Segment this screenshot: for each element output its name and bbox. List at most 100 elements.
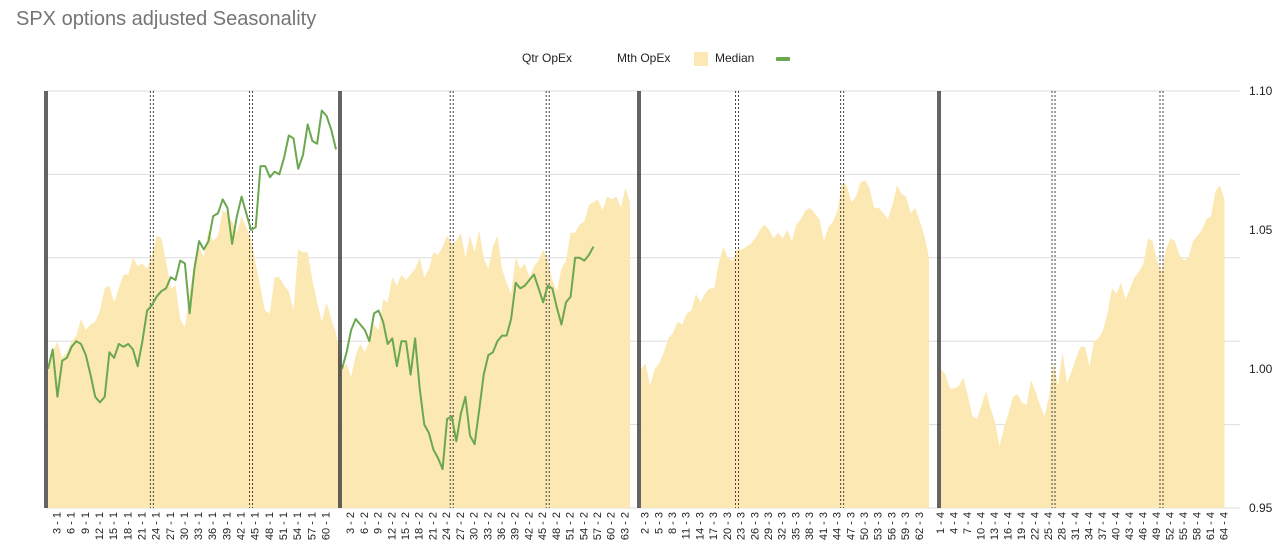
x-tick-label: 48 - 1 bbox=[264, 512, 276, 540]
x-tick-label: 39 - 2 bbox=[510, 512, 522, 540]
x-tick-label: 5 - 3 bbox=[653, 512, 665, 534]
x-tick-label: 58 - 4 bbox=[1192, 512, 1204, 540]
y-tick-label: 0.95 bbox=[1249, 501, 1273, 515]
x-tick-label: 51 - 2 bbox=[565, 512, 577, 540]
x-tick-label: 60 - 2 bbox=[606, 512, 618, 540]
x-tick-label: 32 - 3 bbox=[777, 512, 789, 540]
x-tick-label: 54 - 1 bbox=[292, 512, 304, 540]
x-tick-label: 45 - 2 bbox=[537, 512, 549, 540]
x-tick-label: 36 - 2 bbox=[496, 512, 508, 540]
x-tick-label: 29 - 3 bbox=[763, 512, 775, 540]
x-tick-label: 23 - 3 bbox=[736, 512, 748, 540]
x-tick-label: 21 - 2 bbox=[427, 512, 439, 540]
x-tick-label: 46 - 4 bbox=[1138, 512, 1150, 540]
x-tick-label: 1 - 4 bbox=[935, 512, 947, 534]
x-tick-label: 34 - 4 bbox=[1084, 512, 1096, 540]
x-tick-label: 37 - 4 bbox=[1097, 512, 1109, 540]
x-tick-label: 12 - 1 bbox=[94, 512, 106, 540]
current-line-q2 bbox=[341, 246, 595, 471]
x-tick-label: 57 - 2 bbox=[592, 512, 604, 540]
x-tick-label: 8 - 3 bbox=[667, 512, 679, 534]
x-tick-label: 63 - 2 bbox=[619, 512, 631, 540]
x-tick-label: 49 - 4 bbox=[1151, 512, 1163, 540]
x-tick-label: 15 - 2 bbox=[400, 512, 412, 540]
x-tick-label: 2 - 3 bbox=[640, 512, 652, 534]
x-tick-label: 7 - 4 bbox=[962, 512, 974, 534]
median-area-q1 bbox=[48, 210, 341, 508]
x-tick-label: 45 - 1 bbox=[250, 512, 262, 540]
x-tick-label: 41 - 3 bbox=[818, 512, 830, 540]
x-tick-label: 18 - 1 bbox=[122, 512, 134, 540]
x-tick-label: 4 - 4 bbox=[949, 512, 961, 534]
x-tick-label: 24 - 2 bbox=[441, 512, 453, 540]
x-tick-label: 52 - 4 bbox=[1165, 512, 1177, 540]
x-tick-label: 30 - 1 bbox=[179, 512, 191, 540]
median-area-q4 bbox=[941, 185, 1225, 508]
legend-current-swatch bbox=[776, 57, 790, 61]
x-tick-label: 15 - 1 bbox=[108, 512, 120, 540]
legend-median-swatch bbox=[694, 52, 708, 66]
x-tick-label: 3 - 2 bbox=[345, 512, 357, 534]
y-tick-label: 1.00 bbox=[1249, 362, 1273, 376]
x-tick-label: 17 - 3 bbox=[708, 512, 720, 540]
x-tick-label: 16 - 4 bbox=[1003, 512, 1015, 540]
x-tick-label: 27 - 2 bbox=[455, 512, 467, 540]
x-tick-label: 26 - 3 bbox=[749, 512, 761, 540]
x-tick-label: 62 - 3 bbox=[914, 512, 926, 540]
x-tick-label: 31 - 4 bbox=[1070, 512, 1082, 540]
x-tick-label: 43 - 4 bbox=[1124, 512, 1136, 540]
x-tick-label: 21 - 1 bbox=[136, 512, 148, 540]
x-tick-label: 33 - 2 bbox=[482, 512, 494, 540]
x-tick-label: 6 - 2 bbox=[359, 512, 371, 534]
x-tick-label: 35 - 3 bbox=[790, 512, 802, 540]
x-tick-label: 14 - 3 bbox=[694, 512, 706, 540]
x-tick-label: 30 - 2 bbox=[469, 512, 481, 540]
x-tick-label: 59 - 3 bbox=[900, 512, 912, 540]
x-tick-label: 12 - 2 bbox=[386, 512, 398, 540]
median-area-q3 bbox=[641, 180, 929, 508]
chart-title: SPX options adjusted Seasonality bbox=[16, 8, 317, 30]
x-tick-label: 44 - 3 bbox=[832, 512, 844, 540]
x-tick-label: 60 - 1 bbox=[321, 512, 333, 540]
y-tick-label: 1.10 bbox=[1249, 84, 1273, 98]
x-tick-label: 57 - 1 bbox=[306, 512, 318, 540]
x-tick-label: 18 - 2 bbox=[414, 512, 426, 540]
x-tick-label: 64 - 4 bbox=[1219, 512, 1231, 540]
x-tick-label: 19 - 4 bbox=[1016, 512, 1028, 540]
median-area-q2 bbox=[342, 188, 630, 509]
x-tick-label: 33 - 1 bbox=[193, 512, 205, 540]
current-line-q1 bbox=[47, 109, 337, 404]
x-tick-label: 47 - 3 bbox=[845, 512, 857, 540]
x-tick-label: 38 - 3 bbox=[804, 512, 816, 540]
x-tick-label: 40 - 4 bbox=[1111, 512, 1123, 540]
x-tick-label: 51 - 1 bbox=[278, 512, 290, 540]
x-tick-label: 48 - 2 bbox=[551, 512, 563, 540]
x-tick-label: 42 - 1 bbox=[236, 512, 248, 540]
x-tick-label: 61 - 4 bbox=[1205, 512, 1217, 540]
x-tick-label: 9 - 2 bbox=[373, 512, 385, 534]
x-tick-label: 9 - 1 bbox=[80, 512, 92, 534]
x-tick-label: 20 - 3 bbox=[722, 512, 734, 540]
x-tick-label: 39 - 1 bbox=[221, 512, 233, 540]
legend-median-label: Median bbox=[715, 51, 755, 65]
x-tick-label: 6 - 1 bbox=[66, 512, 78, 534]
x-tick-label: 3 - 1 bbox=[51, 512, 63, 534]
x-tick-label: 36 - 1 bbox=[207, 512, 219, 540]
x-tick-label: 50 - 3 bbox=[859, 512, 871, 540]
x-tick-label: 13 - 4 bbox=[989, 512, 1001, 540]
x-tick-label: 28 - 4 bbox=[1057, 512, 1069, 540]
x-tick-label: 27 - 1 bbox=[165, 512, 177, 540]
y-tick-label: 1.05 bbox=[1249, 223, 1273, 237]
x-tick-label: 11 - 3 bbox=[681, 512, 693, 539]
x-tick-label: 55 - 4 bbox=[1178, 512, 1190, 540]
legend: Qtr OpEx Mth OpEx Median bbox=[0, 48, 1286, 68]
x-tick-label: 42 - 2 bbox=[523, 512, 535, 540]
x-tick-label: 22 - 4 bbox=[1030, 512, 1042, 540]
x-tick-label: 10 - 4 bbox=[976, 512, 988, 540]
legend-mth-opex-label: Mth OpEx bbox=[617, 51, 671, 65]
x-tick-label: 24 - 1 bbox=[151, 512, 163, 540]
x-tick-label: 25 - 4 bbox=[1043, 512, 1055, 540]
x-tick-label: 56 - 3 bbox=[886, 512, 898, 540]
x-tick-label: 53 - 3 bbox=[873, 512, 885, 540]
